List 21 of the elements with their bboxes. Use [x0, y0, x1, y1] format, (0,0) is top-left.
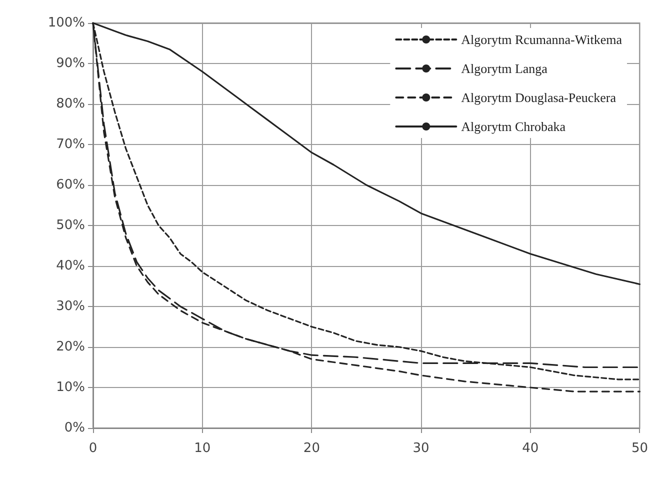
y-tick-label: 40% — [56, 258, 85, 274]
y-tick-label: 0% — [64, 420, 85, 436]
legend-label: Algorytm Douglasa-Peuckera — [461, 90, 616, 105]
y-tick-label: 20% — [56, 340, 85, 354]
x-tick-label: 10 — [194, 441, 211, 456]
legend-label: Algorytm Langa — [461, 61, 548, 76]
y-tick-label: 10% — [56, 380, 85, 395]
x-tick-label: 40 — [522, 441, 539, 456]
y-tick-label: 60% — [56, 178, 85, 192]
legend-label: Algorytm Chrobaka — [461, 119, 566, 134]
x-tick-label: 0 — [88, 441, 98, 456]
y-tick-label: 100% — [48, 16, 85, 30]
y-tick-label: 30% — [56, 299, 85, 314]
y-tick-label: 80% — [56, 96, 85, 112]
y-tick-label: 90% — [56, 56, 85, 71]
x-tick-label: 30 — [412, 441, 430, 456]
y-tick-label: 70% — [56, 137, 85, 152]
legend-label: Algorytm Rcumanna-Witkema — [461, 32, 622, 47]
x-tick-label: 20 — [303, 441, 320, 456]
x-tick-label: 50 — [631, 441, 648, 456]
y-tick-label: 50% — [56, 218, 85, 233]
